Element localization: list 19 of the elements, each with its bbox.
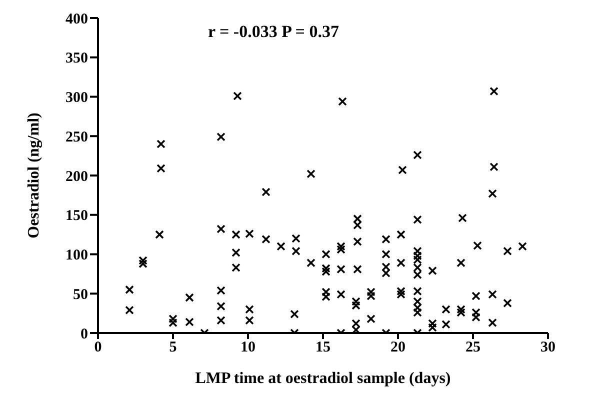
y-axis-title: Oestradiol (ng/ml): [26, 112, 43, 238]
x-tick-label: 5: [169, 340, 177, 356]
y-tick-label: 200: [66, 168, 88, 185]
x-tick-label: 10: [240, 340, 256, 356]
y-tick-label: 350: [66, 50, 88, 67]
x-tick-label: 0: [94, 340, 102, 356]
x-tick-label: 30: [540, 340, 556, 356]
x-tick-label: 25: [466, 340, 480, 356]
y-tick-label: 300: [66, 90, 88, 106]
y-tick-label: 50: [73, 286, 88, 303]
x-axis-title: LMP time at oestradiol sample (days): [195, 370, 451, 387]
y-tick-label: 100: [66, 248, 88, 264]
y-tick-label: 400: [66, 11, 88, 28]
x-tick-label: 15: [316, 340, 330, 356]
y-tick-label: 150: [66, 208, 88, 224]
x-tick-label: 20: [390, 340, 406, 356]
annotation: r = -0.033 P = 0.37: [208, 22, 339, 42]
y-tick-label: 0: [80, 326, 88, 342]
y-tick-label: 250: [66, 129, 88, 146]
